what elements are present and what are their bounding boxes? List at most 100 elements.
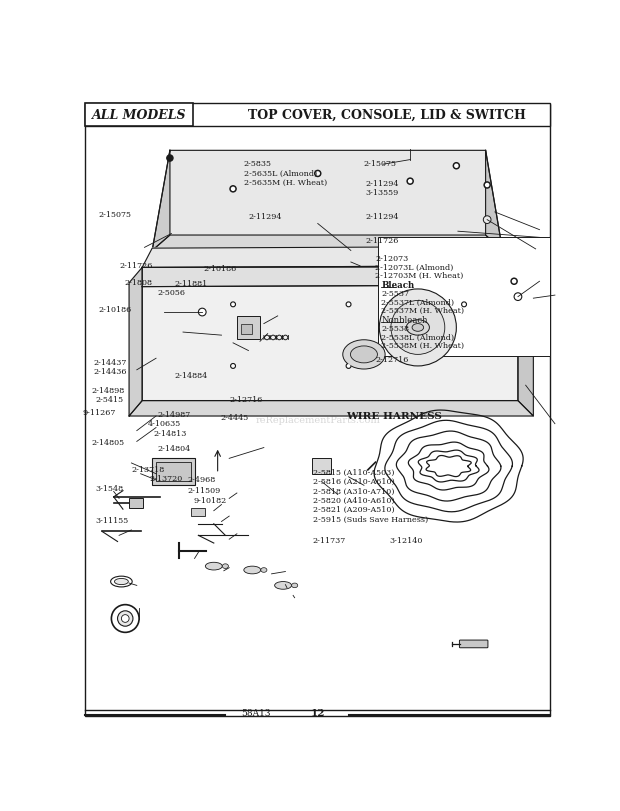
Polygon shape — [485, 151, 503, 251]
Circle shape — [122, 615, 129, 623]
Circle shape — [511, 279, 517, 285]
Text: 2-5538: 2-5538 — [381, 324, 409, 333]
Bar — [85, 104, 193, 127]
Text: 2-1808: 2-1808 — [125, 278, 153, 286]
Text: 2-5537M (H. Wheat): 2-5537M (H. Wheat) — [381, 307, 464, 315]
Text: 2-5415: 2-5415 — [95, 396, 124, 404]
Ellipse shape — [115, 579, 128, 585]
Bar — [191, 508, 205, 517]
Ellipse shape — [110, 577, 132, 587]
Text: 2-11726: 2-11726 — [120, 262, 153, 270]
Ellipse shape — [261, 568, 267, 573]
Bar — [85, 104, 551, 127]
Text: 2-15075: 2-15075 — [363, 160, 396, 168]
Text: 58A13: 58A13 — [241, 708, 271, 717]
Polygon shape — [142, 267, 518, 287]
Text: 2-5835: 2-5835 — [244, 160, 272, 168]
Text: 2-5538M (H. Wheat): 2-5538M (H. Wheat) — [381, 342, 464, 350]
Circle shape — [230, 187, 236, 193]
Text: 2-14805: 2-14805 — [91, 439, 124, 447]
Polygon shape — [129, 268, 142, 417]
Polygon shape — [142, 247, 518, 268]
Bar — [237, 316, 260, 340]
Polygon shape — [152, 151, 503, 251]
Bar — [156, 462, 191, 482]
Circle shape — [231, 188, 234, 191]
Circle shape — [347, 304, 350, 306]
Text: 9-11267: 9-11267 — [83, 409, 116, 417]
Circle shape — [346, 364, 351, 369]
Text: 12: 12 — [311, 708, 325, 717]
Text: 2-12073L (Almond): 2-12073L (Almond) — [375, 264, 453, 271]
Text: WIRE HARNESS: WIRE HARNESS — [346, 411, 442, 420]
Text: 2-11294: 2-11294 — [249, 213, 282, 221]
Text: 2-5816 (A210-A610): 2-5816 (A210-A610) — [313, 478, 395, 485]
Text: 2-5537L (Almond): 2-5537L (Almond) — [381, 298, 454, 306]
Text: 2-12716: 2-12716 — [375, 355, 409, 363]
Ellipse shape — [275, 581, 291, 590]
Text: 2-13718: 2-13718 — [131, 466, 165, 474]
Bar — [241, 325, 252, 334]
Text: 2-5815 (A110-A503): 2-5815 (A110-A503) — [313, 468, 394, 476]
FancyBboxPatch shape — [459, 640, 488, 648]
Text: 2-10186: 2-10186 — [203, 265, 236, 273]
Bar — [312, 459, 331, 474]
Text: 2-14437: 2-14437 — [94, 358, 126, 366]
Circle shape — [513, 281, 516, 283]
Text: 2-4445: 2-4445 — [220, 414, 249, 422]
Circle shape — [118, 611, 133, 626]
Text: TOP COVER, CONSOLE, LID & SWITCH: TOP COVER, CONSOLE, LID & SWITCH — [248, 109, 526, 122]
Text: 2-4968: 2-4968 — [188, 475, 216, 483]
Text: 3-13559: 3-13559 — [365, 189, 399, 197]
Text: 2-11881: 2-11881 — [175, 280, 208, 287]
Circle shape — [198, 309, 206, 316]
Circle shape — [455, 165, 458, 168]
Circle shape — [231, 364, 236, 369]
Text: 2-5635M (H. Wheat): 2-5635M (H. Wheat) — [244, 179, 327, 187]
Text: 4-10635: 4-10635 — [148, 420, 182, 428]
Circle shape — [379, 290, 456, 367]
Circle shape — [453, 164, 459, 169]
FancyBboxPatch shape — [567, 640, 592, 648]
Text: 2-11294: 2-11294 — [365, 179, 399, 187]
Ellipse shape — [205, 563, 222, 570]
Circle shape — [484, 182, 490, 189]
FancyBboxPatch shape — [378, 238, 551, 357]
Text: Bleach: Bleach — [381, 280, 415, 290]
Text: 2-5537: 2-5537 — [381, 290, 409, 298]
Circle shape — [462, 303, 466, 307]
Bar — [129, 498, 143, 508]
Circle shape — [167, 156, 173, 162]
Circle shape — [407, 179, 413, 185]
Circle shape — [315, 171, 321, 178]
Circle shape — [409, 180, 412, 183]
Text: 2-14898: 2-14898 — [91, 386, 124, 394]
Polygon shape — [129, 401, 533, 417]
Polygon shape — [152, 236, 503, 251]
Ellipse shape — [222, 564, 228, 569]
Circle shape — [231, 303, 236, 307]
Text: 2-12716: 2-12716 — [229, 396, 263, 404]
Ellipse shape — [350, 346, 378, 363]
Text: 3-1548: 3-1548 — [95, 485, 124, 493]
Text: 2-5635L (Almond): 2-5635L (Almond) — [244, 169, 317, 178]
Text: 2-14436: 2-14436 — [94, 367, 127, 375]
Circle shape — [232, 365, 234, 367]
Text: 3-12140: 3-12140 — [389, 537, 423, 545]
Text: 2-5056: 2-5056 — [158, 288, 186, 296]
Text: 9-10182: 9-10182 — [193, 496, 227, 504]
Text: 2-14884: 2-14884 — [175, 371, 208, 380]
Text: 2-10186: 2-10186 — [98, 306, 131, 314]
Text: 2-12703M (H. Wheat): 2-12703M (H. Wheat) — [375, 272, 463, 280]
Circle shape — [232, 304, 234, 306]
Text: 2-5538L (Almond): 2-5538L (Almond) — [381, 333, 454, 341]
Text: 2-14813: 2-14813 — [153, 429, 187, 437]
Text: 2-5915 (Suds Save Harness): 2-5915 (Suds Save Harness) — [313, 515, 428, 523]
Text: 2-14987: 2-14987 — [158, 410, 191, 418]
Text: 2-14804: 2-14804 — [158, 444, 191, 453]
Text: 2-5820 (A410-A610): 2-5820 (A410-A610) — [313, 496, 394, 504]
Text: 2-11737: 2-11737 — [313, 537, 346, 545]
Text: 2-11294: 2-11294 — [365, 213, 399, 221]
Polygon shape — [152, 151, 170, 251]
Circle shape — [316, 173, 319, 176]
